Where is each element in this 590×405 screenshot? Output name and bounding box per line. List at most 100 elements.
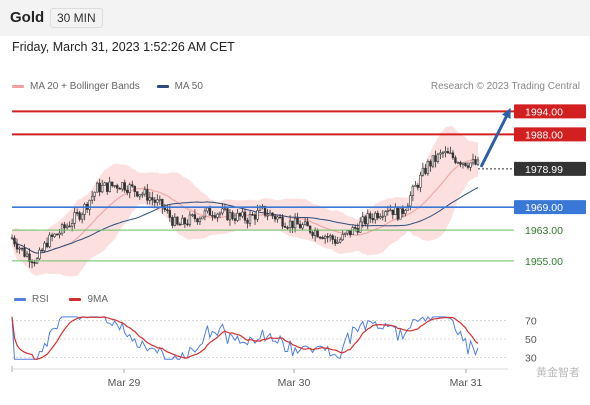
candle-body: [406, 205, 410, 211]
candle-body: [90, 195, 94, 201]
candle-body: [429, 161, 432, 167]
candle-body: [158, 198, 161, 201]
candle-body: [288, 220, 292, 228]
candle-body: [441, 152, 445, 155]
candle-body: [33, 262, 36, 264]
candle-body: [15, 243, 19, 250]
level-label: 1978.99: [525, 164, 563, 176]
candle-body: [399, 208, 402, 220]
candle-body: [93, 191, 96, 197]
candle-body: [321, 237, 324, 240]
legend-item-ma50: MA 50: [156, 81, 203, 92]
candle-body: [65, 225, 69, 229]
candle-body: [153, 199, 156, 203]
candle-body: [271, 212, 274, 217]
candle-body: [206, 207, 209, 212]
candle-body: [146, 189, 149, 201]
candle-body: [123, 182, 126, 191]
candle-body: [183, 217, 187, 225]
candle-body: [263, 205, 267, 216]
candle-body: [451, 152, 455, 159]
x-tick-label: Mar 29: [108, 377, 141, 389]
candle-body: [414, 185, 417, 187]
candle-body: [464, 162, 467, 167]
timeframe-badge[interactable]: 30 MIN: [50, 8, 103, 28]
candle-body: [313, 230, 317, 236]
watermark: 黄金智者: [536, 367, 580, 379]
candle-body: [228, 212, 232, 221]
candle-body: [298, 223, 302, 229]
candle-body: [50, 234, 54, 237]
candle-body: [18, 247, 21, 250]
candle-body: [151, 197, 154, 201]
research-credit: Research © 2023 Trading Central: [430, 81, 580, 92]
chart-area[interactable]: 1994.00 1988.00 1978.99 1969.00 1963.00 1955.…: [0, 96, 590, 400]
candle-body: [166, 209, 169, 211]
candle-body: [113, 185, 116, 187]
candle-body: [101, 184, 104, 193]
candle-body: [198, 218, 202, 223]
candle-body: [221, 208, 224, 214]
candle-body: [461, 162, 465, 165]
candle-body: [148, 197, 151, 201]
candle-body: [346, 230, 349, 234]
ma9-swatch-icon: [69, 298, 82, 301]
candle-body: [25, 253, 29, 257]
candle-body: [96, 182, 99, 193]
candle-body: [231, 212, 234, 219]
candle-body: [251, 214, 254, 216]
candle-body: [20, 247, 24, 250]
candle-body: [40, 249, 44, 252]
candle-body: [323, 236, 327, 240]
price-levels: 1994.00 1988.00 1978.99 1969.00 1963.00 1955.…: [12, 104, 586, 268]
candle-body: [436, 153, 440, 162]
candle-body: [391, 209, 394, 216]
candle-body: [316, 230, 319, 238]
candle-body: [276, 216, 279, 220]
candle-body: [111, 181, 114, 187]
candle-body: [278, 216, 282, 219]
candle-body: [431, 155, 435, 167]
candle-body: [70, 223, 74, 227]
candle-body: [459, 162, 462, 165]
instrument-title: Gold: [10, 9, 45, 26]
candle-body: [341, 234, 344, 241]
candle-body: [121, 182, 124, 190]
rsi-tick-label: 50: [525, 334, 537, 346]
candle-body: [256, 210, 259, 220]
candle-body: [379, 216, 382, 219]
candle-body: [143, 189, 146, 195]
x-tick-label: Mar 31: [450, 377, 483, 389]
candle-body: [419, 174, 422, 188]
candle-body: [73, 212, 76, 224]
price-chart-svg[interactable]: 1994.00 1988.00 1978.99 1969.00 1963.00 1955.…: [0, 96, 590, 400]
candle-body: [108, 181, 111, 192]
candle-body: [38, 249, 41, 260]
legend-bb-label: MA 20 + Bollinger Bands: [30, 81, 140, 92]
candle-body: [411, 186, 415, 196]
candle-body: [223, 208, 227, 211]
candle-body: [424, 167, 427, 174]
candle-body: [196, 218, 199, 223]
candle-body: [218, 212, 222, 215]
candle-body: [421, 167, 425, 176]
rsi-legend: RSI 9MA: [14, 293, 126, 305]
candle-body: [106, 182, 109, 192]
candle-body: [133, 185, 136, 192]
candle-body: [43, 242, 46, 251]
candle-body: [329, 235, 332, 238]
candle-body: [53, 233, 56, 237]
candle-body: [126, 189, 129, 193]
candle-body: [281, 216, 284, 227]
candle-body: [291, 220, 294, 229]
candle-body: [471, 159, 475, 164]
candle-body: [176, 216, 179, 225]
candle-body: [238, 212, 242, 217]
candle-body: [268, 212, 272, 216]
candle-body: [409, 195, 412, 207]
candle-body: [326, 236, 329, 238]
candle-body: [181, 217, 184, 226]
candle-body: [258, 207, 262, 211]
candle-body: [351, 227, 354, 236]
candle-body: [334, 239, 337, 244]
